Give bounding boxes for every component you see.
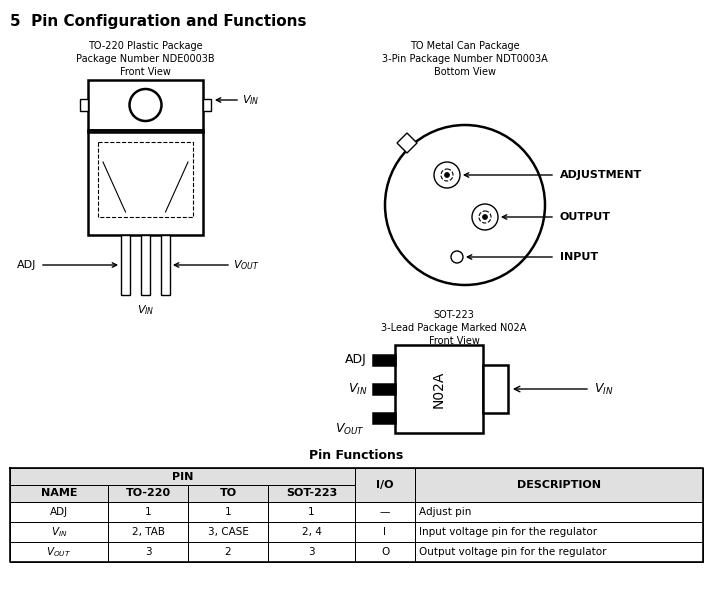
- Text: TO-220 Plastic Package
Package Number NDE0003B
Front View: TO-220 Plastic Package Package Number ND…: [76, 40, 215, 77]
- Text: 3, CASE: 3, CASE: [207, 527, 248, 537]
- Text: INPUT: INPUT: [560, 252, 598, 262]
- Text: 1: 1: [225, 507, 231, 517]
- Bar: [10, 468, 355, 485]
- Text: $V_{OUT}$: $V_{OUT}$: [46, 545, 71, 559]
- Bar: [108, 485, 188, 502]
- Text: TO-220: TO-220: [125, 489, 170, 499]
- Text: 1: 1: [145, 507, 151, 517]
- Text: Output voltage pin for the regulator: Output voltage pin for the regulator: [419, 547, 607, 557]
- Bar: [10, 485, 108, 502]
- Circle shape: [472, 204, 498, 230]
- Circle shape: [451, 251, 463, 263]
- Text: ADJUSTMENT: ADJUSTMENT: [560, 170, 642, 180]
- Text: TO Metal Can Package
3-Pin Package Number NDT0003A
Bottom View: TO Metal Can Package 3-Pin Package Numbe…: [382, 40, 548, 77]
- Text: NAME: NAME: [41, 489, 77, 499]
- Text: ADJ: ADJ: [345, 353, 367, 366]
- Bar: [121, 235, 130, 295]
- Text: Adjust pin: Adjust pin: [419, 507, 471, 517]
- Text: OUTPUT: OUTPUT: [560, 212, 611, 222]
- Text: —: —: [380, 507, 390, 517]
- Text: 2, TAB: 2, TAB: [131, 527, 165, 537]
- Text: $V_{IN}$: $V_{IN}$: [51, 525, 67, 539]
- Bar: [203, 99, 211, 111]
- Text: $V_{OUT}$: $V_{OUT}$: [335, 422, 365, 437]
- Bar: [395, 345, 483, 433]
- Text: TO: TO: [220, 489, 237, 499]
- Text: 3: 3: [308, 547, 315, 557]
- Text: $V_{OUT}$: $V_{OUT}$: [233, 258, 260, 272]
- Text: 3: 3: [145, 547, 151, 557]
- Text: ADJ: ADJ: [16, 260, 36, 270]
- Circle shape: [444, 173, 449, 177]
- Bar: [141, 235, 150, 295]
- Bar: [483, 365, 508, 413]
- Bar: [98, 142, 193, 217]
- Bar: [373, 384, 395, 394]
- Text: 1: 1: [308, 507, 315, 517]
- Bar: [355, 468, 415, 502]
- Text: $V_{IN}$: $V_{IN}$: [594, 381, 613, 397]
- Bar: [268, 485, 355, 502]
- Text: $V_{IN}$: $V_{IN}$: [347, 381, 367, 397]
- Text: Input voltage pin for the regulator: Input voltage pin for the regulator: [419, 527, 597, 537]
- Bar: [88, 130, 203, 235]
- Circle shape: [483, 215, 488, 219]
- Text: I: I: [384, 527, 386, 537]
- Text: 5  Pin Configuration and Functions: 5 Pin Configuration and Functions: [10, 14, 307, 29]
- Text: 2, 4: 2, 4: [302, 527, 322, 537]
- Circle shape: [479, 211, 491, 223]
- Text: ADJ: ADJ: [50, 507, 68, 517]
- Text: Pin Functions: Pin Functions: [309, 449, 403, 462]
- Text: N02A: N02A: [432, 370, 446, 408]
- Circle shape: [441, 169, 453, 181]
- Bar: [373, 413, 395, 423]
- Bar: [188, 485, 268, 502]
- Polygon shape: [397, 133, 417, 153]
- Text: $V_{IN}$: $V_{IN}$: [242, 93, 260, 107]
- Text: PIN: PIN: [172, 471, 193, 482]
- Text: O: O: [381, 547, 389, 557]
- Bar: [161, 235, 170, 295]
- Text: SOT-223: SOT-223: [286, 489, 337, 499]
- Bar: [80, 99, 88, 111]
- Text: 2: 2: [225, 547, 231, 557]
- Text: I/O: I/O: [376, 480, 394, 490]
- Bar: [373, 355, 395, 365]
- Bar: [415, 468, 703, 502]
- Bar: [88, 80, 203, 130]
- Text: SOT-223
3-Lead Package Marked N02A
Front View: SOT-223 3-Lead Package Marked N02A Front…: [381, 310, 527, 346]
- Text: DESCRIPTION: DESCRIPTION: [517, 480, 601, 490]
- Text: $V_{IN}$: $V_{IN}$: [137, 303, 154, 317]
- Circle shape: [130, 89, 162, 121]
- Circle shape: [385, 125, 545, 285]
- Circle shape: [434, 162, 460, 188]
